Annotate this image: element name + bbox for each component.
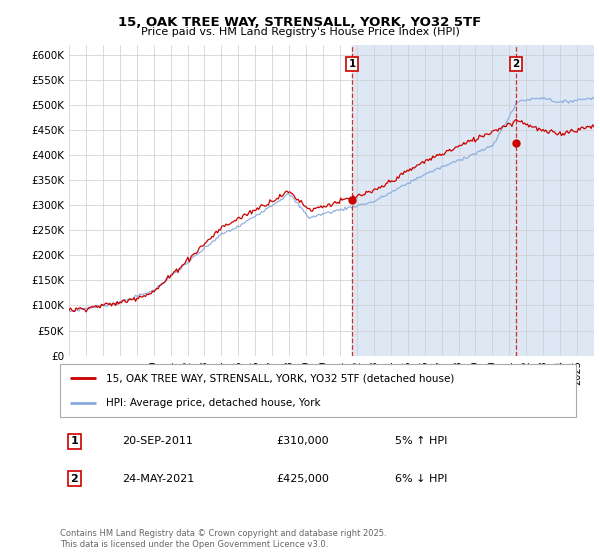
Text: £425,000: £425,000 xyxy=(277,474,329,484)
Text: Contains HM Land Registry data © Crown copyright and database right 2025.
This d: Contains HM Land Registry data © Crown c… xyxy=(60,529,386,549)
Text: 2: 2 xyxy=(512,59,520,69)
Text: 15, OAK TREE WAY, STRENSALL, YORK, YO32 5TF (detached house): 15, OAK TREE WAY, STRENSALL, YORK, YO32 … xyxy=(106,374,455,384)
Text: 6% ↓ HPI: 6% ↓ HPI xyxy=(395,474,448,484)
Text: 20-SEP-2011: 20-SEP-2011 xyxy=(122,436,193,446)
Text: 15, OAK TREE WAY, STRENSALL, YORK, YO32 5TF: 15, OAK TREE WAY, STRENSALL, YORK, YO32 … xyxy=(118,16,482,29)
Bar xyxy=(352,45,594,356)
Text: HPI: Average price, detached house, York: HPI: Average price, detached house, York xyxy=(106,398,321,408)
Text: 2: 2 xyxy=(70,474,78,484)
Text: 1: 1 xyxy=(349,59,356,69)
FancyBboxPatch shape xyxy=(60,364,576,417)
Text: £310,000: £310,000 xyxy=(277,436,329,446)
Text: Price paid vs. HM Land Registry's House Price Index (HPI): Price paid vs. HM Land Registry's House … xyxy=(140,27,460,37)
Text: 1: 1 xyxy=(70,436,78,446)
Text: 24-MAY-2021: 24-MAY-2021 xyxy=(122,474,194,484)
Text: 5% ↑ HPI: 5% ↑ HPI xyxy=(395,436,448,446)
